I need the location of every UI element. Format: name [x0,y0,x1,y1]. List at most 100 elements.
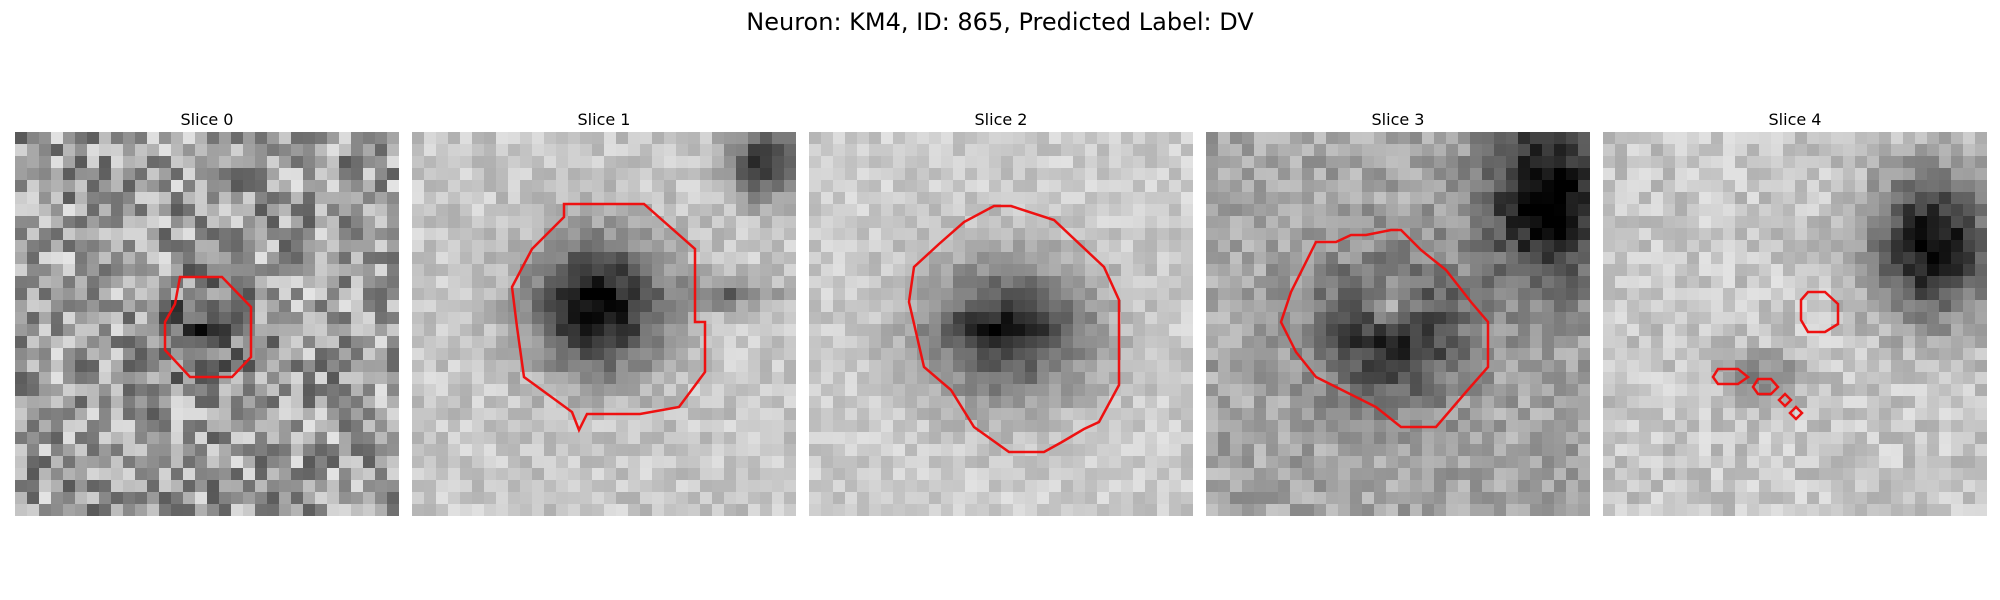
image-pixel [772,324,785,337]
image-pixel [568,384,581,397]
image-pixel [231,324,244,337]
image-pixel [1350,180,1363,193]
image-pixel [171,456,184,469]
image-pixel [472,144,485,157]
image-pixel [339,288,352,301]
image-pixel [496,324,509,337]
image-pixel [135,228,148,241]
image-pixel [977,216,990,229]
image-pixel [1278,420,1291,433]
image-pixel [616,240,629,253]
image-pixel [1530,420,1543,433]
image-pixel [1771,420,1784,433]
image-pixel [1915,156,1928,169]
image-pixel [472,180,485,193]
image-pixel [460,168,473,181]
image-pixel [1470,384,1483,397]
image-pixel [1037,408,1050,421]
image-pixel [1747,228,1760,241]
image-pixel [291,180,304,193]
image-pixel [1554,504,1567,516]
image-pixel [135,432,148,445]
image-pixel [544,408,557,421]
image-pixel [1759,192,1772,205]
image-pixel [1218,468,1231,481]
image-pixel [1266,144,1279,157]
image-pixel [1675,336,1688,349]
image-pixel [1350,132,1363,145]
image-pixel [147,204,160,217]
image-pixel [1302,216,1315,229]
image-pixel [760,264,773,277]
image-pixel [1254,384,1267,397]
image-pixel [159,216,172,229]
image-pixel [484,180,497,193]
image-pixel [351,432,364,445]
image-pixel [1879,204,1892,217]
image-pixel [412,384,425,397]
image-pixel [327,384,340,397]
image-pixel [953,384,966,397]
image-pixel [1530,156,1543,169]
image-pixel [219,348,232,361]
image-pixel [412,408,425,421]
image-pixel [508,336,521,349]
image-pixel [544,420,557,433]
image-pixel [1254,408,1267,421]
image-pixel [1530,276,1543,289]
image-pixel [1049,408,1062,421]
image-pixel [1903,180,1916,193]
image-pixel [1061,408,1074,421]
image-pixel [15,216,28,229]
image-pixel [1711,180,1724,193]
image-pixel [1759,204,1772,217]
image-pixel [1747,408,1760,421]
image-pixel [941,420,954,433]
image-pixel [1939,204,1952,217]
image-pixel [1073,180,1086,193]
image-pixel [375,372,388,385]
image-pixel [255,180,268,193]
image-pixel [460,204,473,217]
image-pixel [1819,156,1832,169]
image-pixel [1254,456,1267,469]
image-pixel [327,432,340,445]
image-pixel [833,228,846,241]
image-pixel [1951,336,1964,349]
image-pixel [375,216,388,229]
image-pixel [845,456,858,469]
image-pixel [1278,228,1291,241]
image-pixel [1494,312,1507,325]
image-pixel [1951,288,1964,301]
image-pixel [1542,408,1555,421]
image-pixel [1157,492,1170,505]
image-pixel [1073,192,1086,205]
image-pixel [27,264,40,277]
image-pixel [363,156,376,169]
image-pixel [1278,240,1291,253]
image-pixel [291,204,304,217]
image-pixel [1603,420,1616,433]
image-pixel [1879,156,1892,169]
image-pixel [1314,456,1327,469]
image-pixel [1422,432,1435,445]
image-pixel [1855,420,1868,433]
image-pixel [1566,480,1579,493]
image-pixel [1254,348,1267,361]
image-pixel [676,288,689,301]
image-pixel [1206,336,1219,349]
image-pixel [1410,228,1423,241]
image-pixel [1326,336,1339,349]
image-pixel [568,504,581,516]
image-pixel [1627,264,1640,277]
image-pixel [688,384,701,397]
image-pixel [1001,492,1014,505]
image-pixel [1711,444,1724,457]
image-pixel [977,180,990,193]
image-pixel [315,132,328,145]
image-pixel [917,264,930,277]
image-pixel [821,276,834,289]
image-pixel [1398,480,1411,493]
image-pixel [1350,300,1363,313]
image-pixel [1470,132,1483,145]
